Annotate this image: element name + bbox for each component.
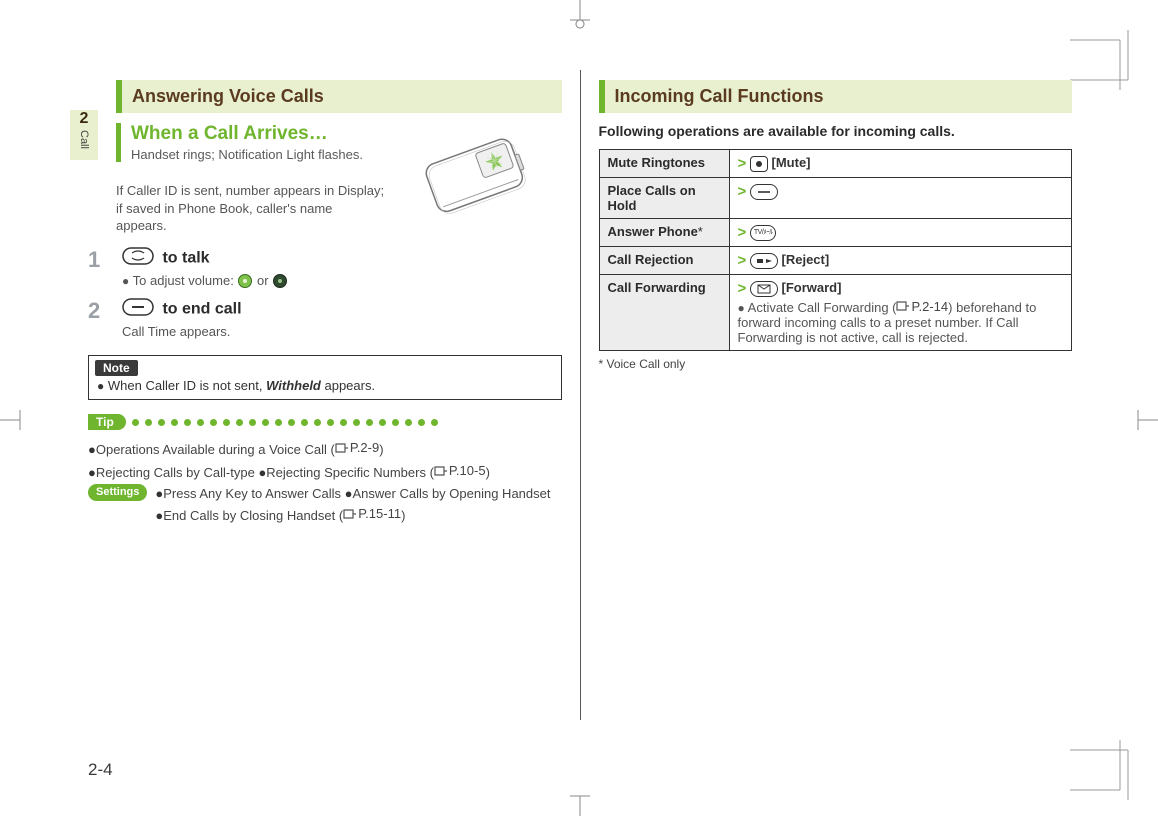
crop-mark-right — [1128, 400, 1158, 440]
note-text: ● When Caller ID is not sent, Withheld a… — [89, 378, 561, 399]
xref-icon: P.10-5 — [434, 461, 486, 482]
crop-mark-top — [560, 0, 600, 30]
tip-dots — [132, 419, 562, 426]
row-label: Place Calls on Hold — [599, 178, 729, 219]
functions-table: Mute Ringtones > [Mute] Place Calls on H… — [599, 149, 1073, 351]
step-1: 1 to talk ● To adjust volume: or — [88, 247, 562, 289]
note-box: Note ● When Caller ID is not sent, Withh… — [88, 355, 562, 400]
row-action: > [Reject] — [729, 247, 1072, 275]
handset-illustration — [396, 120, 556, 240]
caller-id-note: If Caller ID is sent, number appears in … — [116, 182, 386, 235]
row-action: > [Mute] — [729, 150, 1072, 178]
row-label: Answer Phone* — [599, 219, 729, 247]
step-1-sub: ● To adjust volume: or — [122, 273, 562, 289]
note-label: Note — [95, 360, 138, 376]
table-row: Call Forwarding > [Forward] ● Activate C… — [599, 275, 1072, 351]
step-2: 2 to end call Call Time appears. — [88, 298, 562, 339]
mail-key-icon — [750, 281, 778, 297]
step-2-title: to end call — [122, 298, 562, 321]
xref-icon: P.15-11 — [343, 504, 401, 525]
tip-row: Tip — [88, 414, 562, 430]
table-row: Place Calls on Hold > — [599, 178, 1072, 219]
row-action: > — [729, 178, 1072, 219]
crop-mark-bottom — [560, 786, 600, 816]
xref-icon: P.2-14 — [896, 299, 948, 314]
crop-mark-left — [0, 400, 30, 440]
step-1-title: to talk — [122, 247, 562, 270]
nav-down-icon — [273, 274, 287, 288]
right-column: Incoming Call Functions Following operat… — [581, 70, 1091, 720]
end-key-icon — [750, 184, 778, 200]
table-row: Mute Ringtones > [Mute] — [599, 150, 1072, 178]
tvmail-key-icon: TV/ﾒｰﾙ — [750, 225, 776, 241]
tip-label: Tip — [88, 414, 126, 430]
row-action: > TV/ﾒｰﾙ — [729, 219, 1072, 247]
table-footnote: * Voice Call only — [599, 357, 1073, 371]
right-soft-key-icon — [750, 253, 778, 269]
page-number: 2-4 — [88, 760, 113, 780]
left-column: Answering Voice Calls — [70, 70, 581, 720]
tip-2: ●Rejecting Calls by Call-type ●Rejecting… — [88, 461, 562, 484]
xref-icon: P.2-9 — [335, 438, 379, 459]
step-1-number: 1 — [88, 247, 108, 273]
talk-key-icon — [122, 247, 154, 265]
step-2-sub: Call Time appears. — [122, 324, 562, 339]
settings-tip: Settings ●Press Any Key to Answer Calls … — [88, 484, 562, 527]
row-label: Mute Ringtones — [599, 150, 729, 178]
tip-1: ●Operations Available during a Voice Cal… — [88, 438, 562, 461]
center-key-icon — [750, 156, 768, 172]
settings-pill: Settings — [88, 484, 147, 502]
row-label: Call Forwarding — [599, 275, 729, 351]
nav-up-icon — [238, 274, 252, 288]
row-action: > [Forward] ● Activate Call Forwarding (… — [729, 275, 1072, 351]
tip-list: ●Operations Available during a Voice Cal… — [88, 438, 562, 527]
row-label: Call Rejection — [599, 247, 729, 275]
section-header-right: Incoming Call Functions — [599, 80, 1073, 113]
right-intro: Following operations are available for i… — [599, 123, 1073, 139]
table-row: Call Rejection > [Reject] — [599, 247, 1072, 275]
section-header-left: Answering Voice Calls — [116, 80, 562, 113]
table-row: Answer Phone* > TV/ﾒｰﾙ — [599, 219, 1072, 247]
end-key-icon — [122, 298, 154, 316]
step-2-number: 2 — [88, 298, 108, 324]
